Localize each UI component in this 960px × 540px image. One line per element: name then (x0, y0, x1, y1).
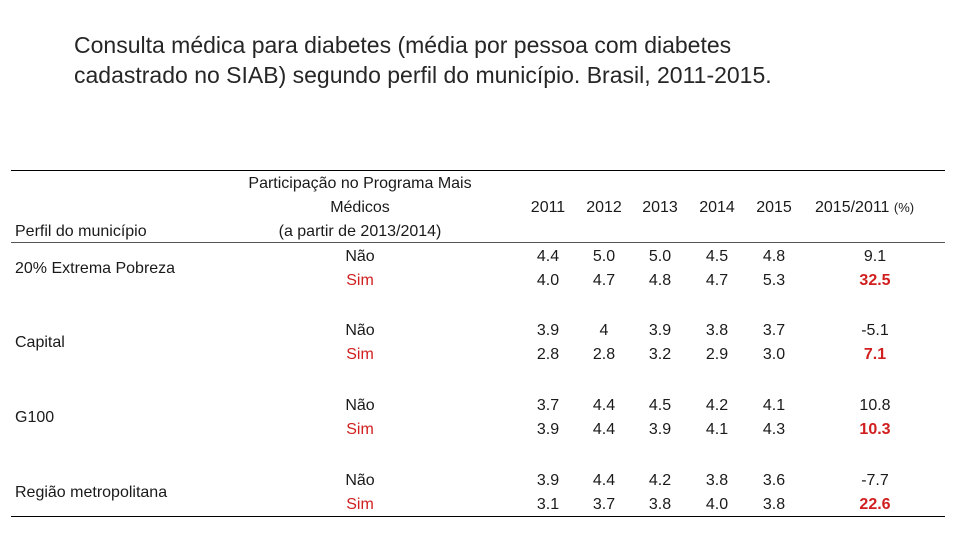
row-label-nao: Não (345, 322, 375, 339)
cell-change-sim: 22.6 (859, 496, 891, 513)
cell: 2.8 (592, 346, 616, 363)
cell: 4.3 (762, 421, 786, 438)
cell: 4.2 (648, 472, 672, 489)
row-label-sim: Sim (346, 346, 374, 363)
cell: 4.8 (648, 272, 672, 289)
cell: 4.7 (592, 272, 616, 289)
row-label-sim: Sim (346, 272, 374, 289)
cell: 4.5 (648, 397, 672, 414)
cell: 3.8 (705, 322, 729, 339)
cell: 5.0 (592, 248, 616, 265)
cell: 3.7 (592, 496, 616, 513)
cell: 4.7 (705, 272, 729, 289)
header-year: 2012 (586, 199, 622, 216)
cell: 4.1 (762, 397, 786, 414)
header-year: 2014 (699, 199, 735, 216)
cell: 4.4 (536, 248, 560, 265)
cell: 3.9 (648, 421, 672, 438)
header-program-line-1: Participação no Programa Mais (248, 175, 472, 192)
cell: 3.6 (762, 472, 786, 489)
cell: 4.8 (762, 248, 786, 265)
header-program-line-3: (a partir de 2013/2014) (278, 223, 442, 240)
header-year: 2013 (642, 199, 678, 216)
cell-change: -7.7 (861, 472, 889, 489)
table-top-rule (11, 170, 945, 171)
cell: 4.4 (592, 472, 616, 489)
cell: 4.4 (592, 421, 616, 438)
header-program-line-2: Médicos (330, 199, 390, 216)
row-label-sim: Sim (346, 496, 374, 513)
title-line-2: cadastrado no SIAB) segundo perfil do mu… (74, 62, 772, 88)
row-label-nao: Não (345, 248, 375, 265)
header-year: 2011 (530, 199, 566, 216)
table-header-rule (11, 242, 945, 243)
header-program: Participação no Programa Mais Médicos (a… (222, 172, 498, 244)
cell: 4.4 (592, 397, 616, 414)
cell: 3.9 (536, 421, 560, 438)
cell: 4.0 (705, 496, 729, 513)
cell: 3.9 (648, 322, 672, 339)
title-line-1: Consulta médica para diabetes (média por… (74, 32, 732, 58)
cell-change-sim: 32.5 (859, 272, 891, 289)
row-label-nao: Não (345, 397, 375, 414)
cell: 5.0 (648, 248, 672, 265)
header-profile: Perfil do município (15, 223, 147, 240)
cell: 4.1 (705, 421, 729, 438)
cell-change: -5.1 (861, 322, 889, 339)
cell: 4.2 (705, 397, 729, 414)
cell-change: 9.1 (863, 248, 887, 265)
header-change: 2015/2011 (%) (815, 196, 914, 220)
cell-change: 10.8 (859, 397, 891, 414)
cell: 3.7 (762, 322, 786, 339)
cell: 5.3 (762, 272, 786, 289)
cell: 3.8 (648, 496, 672, 513)
cell: 3.2 (648, 346, 672, 363)
cell: 3.9 (536, 322, 560, 339)
row-profile: Região metropolitana (15, 484, 168, 501)
header-change-unit: (%) (893, 200, 915, 215)
cell: 3.9 (536, 472, 560, 489)
cell: 3.8 (705, 472, 729, 489)
cell: 4.0 (536, 272, 560, 289)
cell: 3.0 (762, 346, 786, 363)
cell: 4 (599, 322, 609, 339)
row-profile: 20% Extrema Pobreza (15, 260, 176, 277)
cell: 4.5 (705, 248, 729, 265)
cell: 3.8 (762, 496, 786, 513)
header-year: 2015 (756, 199, 792, 216)
table-bottom-rule (11, 516, 945, 517)
row-profile: Capital (15, 334, 65, 351)
row-label-sim: Sim (346, 421, 374, 438)
cell: 3.7 (536, 397, 560, 414)
header-change-label: 2015/2011 (815, 199, 890, 216)
cell: 2.8 (536, 346, 560, 363)
cell-change-sim: 10.3 (859, 421, 891, 438)
cell: 3.1 (536, 496, 560, 513)
row-label-nao: Não (345, 472, 375, 489)
cell-change-sim: 7.1 (863, 346, 887, 363)
slide-title: Consulta médica para diabetes (média por… (74, 30, 934, 90)
cell: 2.9 (705, 346, 729, 363)
row-profile: G100 (15, 409, 55, 426)
